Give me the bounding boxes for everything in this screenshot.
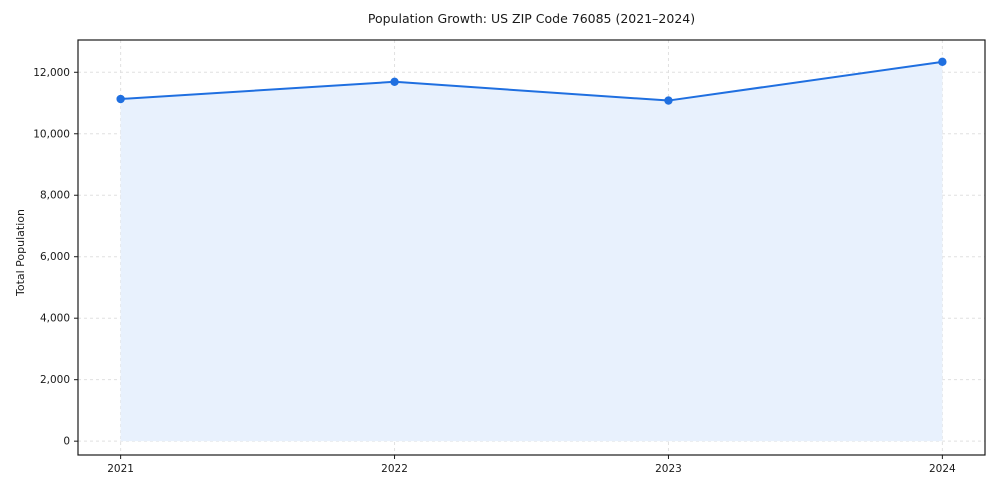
y-tick-label: 2,000 bbox=[40, 374, 70, 386]
trend-line bbox=[119, 60, 944, 102]
x-tick-label: 2021 bbox=[107, 463, 134, 475]
x-tick-label: 2022 bbox=[381, 463, 408, 475]
y-tick-label: 6,000 bbox=[40, 251, 70, 263]
data-point-marker bbox=[664, 96, 673, 105]
area-fill bbox=[120, 61, 943, 442]
x-tick-label: 2023 bbox=[655, 463, 682, 475]
data-point-marker bbox=[938, 57, 947, 67]
chart-title: Population Growth: US ZIP Code 76085 (20… bbox=[367, 11, 696, 26]
plot-frame bbox=[77, 39, 986, 456]
y-tick-label: 10,000 bbox=[33, 128, 70, 140]
data-point-marker bbox=[390, 77, 399, 87]
y-tick-label: 12,000 bbox=[33, 67, 70, 79]
data-point-marker bbox=[116, 94, 125, 104]
x-tick-label: 2024 bbox=[929, 463, 956, 475]
y-tick-label: 4,000 bbox=[40, 313, 70, 325]
y-tick-label: 0 bbox=[63, 436, 70, 448]
y-tick-label: 8,000 bbox=[40, 190, 70, 202]
